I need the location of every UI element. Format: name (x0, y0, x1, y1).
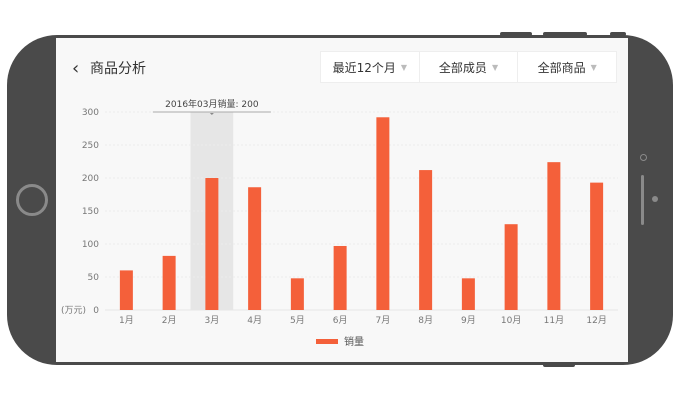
page-title: 商品分析 (90, 61, 146, 77)
bar (590, 182, 604, 310)
filter-product-dropdown[interactable]: 全部商品 ▼ (518, 52, 616, 82)
x-tick-label: 10月 (501, 315, 521, 326)
x-tick-label: 8月 (418, 315, 433, 326)
bar (376, 117, 390, 310)
filter-period-dropdown[interactable]: 最近12个月 ▼ (321, 52, 420, 82)
filter-member-dropdown[interactable]: 全部成员 ▼ (420, 52, 519, 82)
caret-down-icon: ▼ (590, 62, 597, 72)
tooltip-text: 2016年03月销量: 200 (165, 98, 259, 110)
bar (461, 278, 475, 310)
x-tick-label: 9月 (461, 315, 476, 326)
x-tick-label: 2月 (162, 315, 177, 326)
home-button[interactable] (16, 184, 48, 216)
legend-label: 销量 (344, 335, 364, 348)
app-screen: ‹ 商品分析 最近12个月 ▼ 全部成员 ▼ 全部商品 ▼ 0 50 100 150 200 2… (56, 38, 628, 362)
legend-swatch (316, 339, 338, 344)
caret-down-icon: ▼ (491, 62, 499, 72)
x-tick-label: 11月 (544, 315, 564, 326)
x-tick-label: 4月 (247, 315, 262, 326)
filter-label: 全部成员 (438, 60, 487, 75)
phone-button (543, 363, 575, 367)
y-tick-label: 250 (82, 141, 99, 151)
phone-button (543, 32, 587, 36)
y-tick-label: 0 (93, 306, 99, 316)
bar (504, 224, 518, 310)
y-tick-label: 200 (82, 174, 99, 184)
bar (162, 255, 176, 310)
chevron-left-icon[interactable]: ‹ (72, 58, 80, 79)
bar (119, 270, 133, 310)
speaker-grille (641, 175, 644, 225)
x-tick-label: 5月 (290, 315, 305, 326)
y-tick-label: 100 (82, 240, 99, 250)
bar-chart[interactable]: 0 50 100 150 200 250 300 (万元) 1月 2月 3月 4月 5月 6月 7月 8月 9月… (56, 38, 628, 362)
x-tick-label: 1月 (119, 315, 134, 326)
y-tick-label: 300 (82, 108, 99, 118)
caret-down-icon: ▼ (400, 62, 408, 72)
camera-icon (640, 154, 647, 161)
bar (205, 178, 219, 310)
filter-bar: 最近12个月 ▼ 全部成员 ▼ 全部商品 ▼ (320, 51, 617, 83)
tooltip-pointer-icon (209, 113, 214, 115)
filter-label: 全部商品 (537, 60, 586, 75)
y-tick-label: 150 (82, 207, 99, 217)
y-unit-label: (万元) (61, 306, 86, 316)
bar (547, 162, 561, 310)
bar (248, 187, 262, 310)
sensor-dot (652, 196, 658, 202)
bar (290, 278, 304, 310)
phone-button (500, 32, 532, 36)
phone-button (610, 32, 626, 36)
bar (333, 245, 347, 310)
bar (419, 170, 433, 310)
y-tick-label: 50 (88, 273, 100, 283)
x-tick-label: 12月 (586, 315, 606, 326)
x-tick-label: 7月 (376, 315, 391, 326)
filter-label: 最近12个月 (332, 60, 396, 75)
x-tick-label: 6月 (333, 315, 348, 326)
x-tick-label: 3月 (205, 315, 220, 326)
